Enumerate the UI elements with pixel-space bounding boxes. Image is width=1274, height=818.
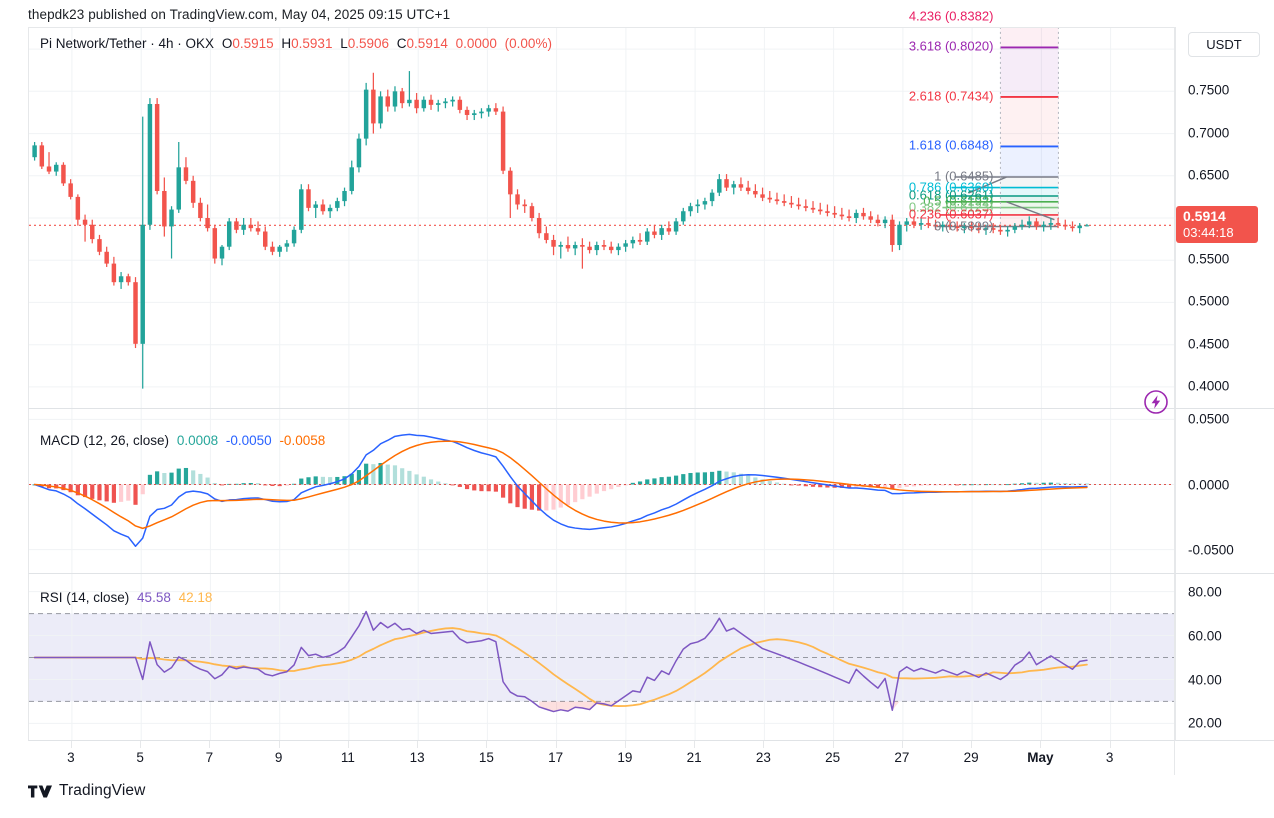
macd-signal-value: -0.0058 (279, 433, 326, 448)
rsi-value: 45.58 (137, 590, 171, 605)
axis-tick-label: 0.5000 (1188, 293, 1230, 309)
tradingview-logo-icon (28, 785, 52, 797)
time-axis-label: 29 (963, 750, 979, 765)
rsi-scale[interactable]: 80.00 60.00 40.00 20.00 (1175, 573, 1274, 741)
ohlc-l-value: 0.5906 (347, 36, 390, 51)
price-pane[interactable] (28, 27, 1175, 408)
bar-countdown: 03:44:18 (1183, 224, 1234, 240)
time-axis-label: 11 (340, 750, 355, 765)
axis-tick-label: 40.00 (1188, 672, 1222, 687)
lightning-bolt-icon[interactable] (1143, 389, 1169, 415)
axis-tick-label: 0.0500 (1188, 411, 1230, 427)
time-tick-mark (555, 741, 557, 748)
macd-line-value: -0.0050 (225, 433, 272, 448)
rsi-chart-svg[interactable] (29, 574, 1175, 741)
last-price-value: 0.5914 (1183, 208, 1226, 225)
time-axis-label: 19 (617, 750, 633, 765)
fib-level-label: 2.618 (0.7434) (908, 88, 994, 104)
ohlc-c-value: 0.5914 (406, 36, 448, 51)
rsi-ma-value: 42.18 (178, 590, 213, 605)
time-tick-mark (624, 741, 626, 748)
ohlc-o-label: O (221, 36, 233, 51)
currency-unit-badge[interactable]: USDT (1188, 32, 1260, 57)
time-axis-label: 3 (1105, 750, 1114, 765)
fib-level-label: 1.618 (0.6848) (908, 137, 994, 153)
macd-histogram-value: 0.0008 (176, 433, 219, 448)
axis-tick-label: 0.7000 (1188, 125, 1230, 141)
ohlc-l-label: L (340, 36, 348, 51)
time-axis[interactable]: 3 5 7 9 11 13 15 17 19 21 23 25 27 29 May 3 (28, 741, 1175, 775)
macd-legend: MACD (12, 26, close) 0.0008 -0.0050 -0.0… (40, 433, 325, 448)
rsi-title[interactable]: RSI (14, close) (40, 590, 130, 605)
price-chart-svg[interactable] (29, 28, 1175, 408)
time-tick-mark (971, 741, 973, 748)
axis-tick-label: 0.5500 (1188, 251, 1230, 267)
time-tick-mark (694, 741, 696, 748)
axis-tick-label: 0.6500 (1188, 167, 1230, 183)
fib-level-label: 3.618 (0.8020) (908, 38, 994, 54)
time-axis-label: 5 (136, 750, 144, 765)
price-change-percent: (0.00%) (504, 36, 552, 51)
footer-branding[interactable]: TradingView (28, 782, 145, 800)
time-tick-mark (1040, 741, 1042, 748)
macd-scale[interactable]: 0.0500 0.0000 -0.0500 (1175, 408, 1274, 573)
ohlc-h-label: H (281, 36, 292, 51)
fib-level-label: 0.618 (0.6261) (908, 187, 994, 203)
fib-level-label: 0.382 (0.6123) (908, 199, 994, 215)
time-tick-mark (278, 741, 280, 748)
fib-level-label: 0.786 (0.6360) (908, 179, 994, 195)
axis-tick-label: 20.00 (1188, 715, 1222, 731)
axis-tick-label: 0.7500 (1188, 82, 1230, 98)
symbol-label[interactable]: Pi Network/Tether · 4h · OKX (40, 36, 215, 51)
time-tick-mark (486, 741, 488, 748)
rsi-pane[interactable] (28, 573, 1175, 741)
tradingview-brand-label: TradingView (59, 782, 146, 799)
axis-tick-label: -0.0500 (1188, 542, 1234, 558)
time-tick-mark (1109, 741, 1111, 748)
time-tick-mark (140, 741, 142, 748)
time-axis-label: 13 (409, 750, 425, 765)
fib-level-label: 0.5 (0.6192) (923, 193, 994, 209)
macd-chart-svg[interactable] (29, 409, 1175, 573)
time-axis-label: 27 (894, 750, 910, 765)
price-legend: Pi Network/Tether · 4h · OKX O0.5915 H0.… (40, 36, 552, 51)
axis-tick-label: 0.4500 (1188, 336, 1230, 352)
time-axis-label: 3 (67, 750, 75, 765)
fib-level-label: 0.236 (0.6037) (908, 206, 994, 222)
time-tick-mark (417, 741, 419, 748)
fib-level-label: 1 (0.6485) (934, 168, 994, 184)
axis-tick-label: 0.4000 (1188, 378, 1230, 394)
axis-tick-label: 60.00 (1188, 628, 1222, 643)
time-tick-mark (70, 741, 72, 748)
axis-tick-label: 80.00 (1188, 584, 1222, 600)
rsi-legend: RSI (14, close) 45.58 42.18 (40, 590, 212, 605)
time-tick-mark (832, 741, 834, 748)
time-axis-label: 25 (825, 750, 841, 765)
time-axis-label: 9 (274, 750, 283, 765)
ohlc-o-value: 0.5915 (232, 36, 274, 51)
last-price-tag[interactable]: 0.5914 03:44:18 (1176, 206, 1258, 244)
time-tick-mark (347, 741, 349, 748)
macd-title[interactable]: MACD (12, 26, close) (40, 433, 170, 448)
publish-attribution: thepdk23 published on TradingView.com, M… (28, 7, 451, 22)
macd-pane[interactable] (28, 408, 1175, 573)
time-tick-mark (209, 741, 211, 748)
time-axis-label: 7 (205, 750, 214, 765)
time-axis-label: 17 (548, 750, 564, 765)
ohlc-c-label: C (396, 36, 407, 51)
time-axis-label: 23 (755, 750, 771, 765)
axis-tick-label: 0.0000 (1188, 477, 1230, 492)
time-axis-label: May (1027, 750, 1054, 765)
time-tick-mark (763, 741, 765, 748)
time-axis-label: 21 (686, 750, 702, 765)
ohlc-h-value: 0.5931 (291, 36, 333, 51)
fib-level-label: 0 (0.5899) (934, 218, 994, 234)
fib-level-label: 4.236 (0.8382) (908, 8, 994, 24)
time-tick-mark (901, 741, 903, 748)
time-axis-label: 15 (478, 750, 494, 765)
price-change: 0.0000 (455, 36, 497, 51)
